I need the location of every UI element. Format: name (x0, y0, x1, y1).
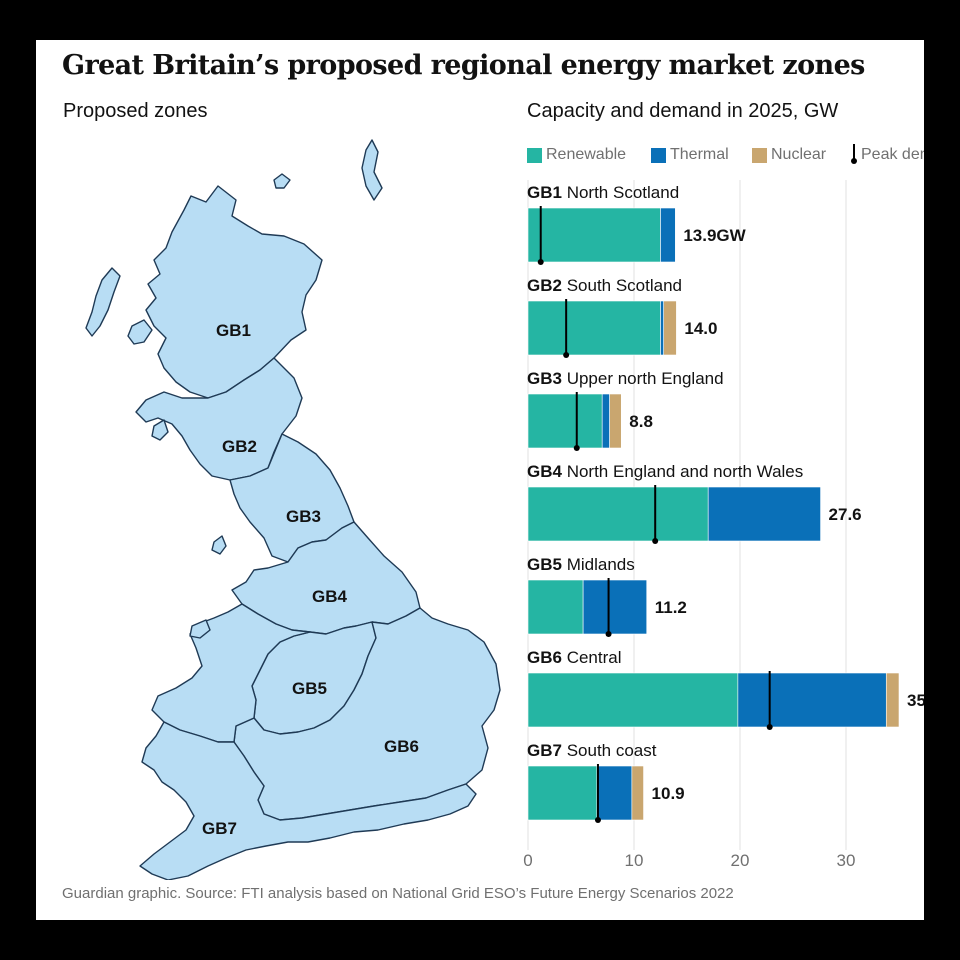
peak-dot-gb4 (652, 538, 659, 544)
category-label-gb1: GB1 North Scotland (527, 183, 679, 202)
legend-swatch-renewable (527, 148, 542, 163)
category-label-gb6: GB6 Central (527, 648, 622, 667)
bar-renewable-gb6 (527, 672, 739, 728)
zone-label-gb3: GB3 (286, 507, 321, 526)
legend-label-renewable: Renewable (546, 146, 627, 163)
bar-thermal-gb3 (601, 393, 610, 449)
bar-thermal-gb6 (737, 672, 887, 728)
bar-renewable-gb1 (527, 207, 661, 263)
zone-label-gb2: GB2 (222, 437, 257, 456)
category-code: GB7 (527, 741, 562, 760)
zone-gb7 (139, 721, 477, 880)
category-code: GB5 (527, 555, 562, 574)
bar-renewable-gb4 (527, 486, 709, 542)
isle-of-man (211, 535, 227, 555)
total-label-gb3: 8.8 (629, 412, 653, 431)
peak-dot-gb2 (563, 352, 570, 358)
orkney (273, 173, 291, 189)
total-label-gb2: 14.0 (684, 319, 717, 338)
category-code: GB2 (527, 276, 562, 295)
legend-swatch-thermal (651, 148, 666, 163)
bar-thermal-gb2 (660, 300, 664, 356)
peak-dot-gb5 (605, 631, 612, 637)
category-name: South Scotland (562, 276, 682, 295)
legend-label-nuclear: Nuclear (771, 146, 827, 163)
tick-label-30: 30 (837, 851, 856, 870)
zone-label-gb7: GB7 (202, 819, 237, 838)
source-note: Guardian graphic. Source: FTI analysis b… (62, 885, 734, 902)
bar-nuclear-gb2 (663, 300, 677, 356)
graphic-title: Great Britain’s proposed regional energy… (62, 50, 865, 81)
category-code: GB4 (527, 462, 563, 481)
peak-dot-gb6 (766, 724, 773, 730)
tick-label-20: 20 (731, 851, 750, 870)
category-name: South coast (562, 741, 657, 760)
category-name: North Scotland (562, 183, 679, 202)
legend-label-thermal: Thermal (670, 146, 729, 163)
zone-label-gb5: GB5 (292, 679, 327, 698)
bar-renewable-gb3 (527, 393, 603, 449)
skye (127, 319, 153, 345)
tick-label-0: 0 (523, 851, 532, 870)
category-name: Central (562, 648, 622, 667)
category-name: North England and north Wales (562, 462, 803, 481)
peak-dot-gb3 (573, 445, 580, 451)
bar-renewable-gb7 (527, 765, 598, 821)
category-code: GB3 (527, 369, 562, 388)
legend-swatch-nuclear (752, 148, 767, 163)
category-code: GB6 (527, 648, 562, 667)
tick-label-10: 10 (625, 851, 644, 870)
category-label-gb4: GB4 North England and north Wales (527, 462, 803, 481)
zone-gb1 (145, 185, 323, 399)
category-label-gb3: GB3 Upper north England (527, 369, 724, 388)
bar-thermal-gb5 (582, 579, 648, 635)
legend-label-peak: Peak demand (861, 146, 924, 163)
anglesey (189, 619, 211, 639)
zone-label-gb6: GB6 (384, 737, 419, 756)
category-name: Upper north England (562, 369, 724, 388)
bar-renewable-gb5 (527, 579, 584, 635)
peak-dot-gb7 (594, 817, 601, 823)
total-label-gb4: 27.6 (829, 505, 862, 524)
zones-map: GB1 GB2 GB3 GB4 GB5 GB6 GB7 (85, 139, 501, 880)
bar-thermal-gb7 (596, 765, 633, 821)
capacity-chart: GB1 North Scotland 13.9GW GB2 South Scotla… (523, 180, 924, 870)
bar-nuclear-gb6 (885, 672, 900, 728)
bar-nuclear-gb7 (631, 765, 644, 821)
zone-label-gb1: GB1 (216, 321, 251, 340)
bar-thermal-gb4 (707, 486, 821, 542)
bar-nuclear-gb3 (609, 393, 622, 449)
peak-dot-gb1 (537, 259, 544, 265)
map-subtitle: Proposed zones (63, 100, 208, 122)
shetland (361, 139, 383, 201)
category-name: Midlands (562, 555, 635, 574)
bar-thermal-gb1 (660, 207, 676, 263)
total-label-gb1: 13.9GW (683, 226, 746, 245)
legend-marker-peak (851, 144, 857, 164)
total-label-gb6: 35.0 (907, 691, 924, 710)
total-label-gb7: 10.9 (652, 784, 685, 803)
chart-subtitle: Capacity and demand in 2025, GW (527, 100, 839, 122)
category-code: GB1 (527, 183, 562, 202)
outer-hebrides (85, 267, 121, 337)
category-label-gb2: GB2 South Scotland (527, 276, 682, 295)
zone-label-gb4: GB4 (312, 587, 348, 606)
category-label-gb5: GB5 Midlands (527, 555, 635, 574)
graphic-card: Great Britain’s proposed regional energy… (36, 40, 924, 920)
bar-renewable-gb2 (527, 300, 661, 356)
category-label-gb7: GB7 South coast (527, 741, 657, 760)
islay (151, 419, 169, 441)
total-label-gb5: 11.2 (655, 598, 687, 617)
